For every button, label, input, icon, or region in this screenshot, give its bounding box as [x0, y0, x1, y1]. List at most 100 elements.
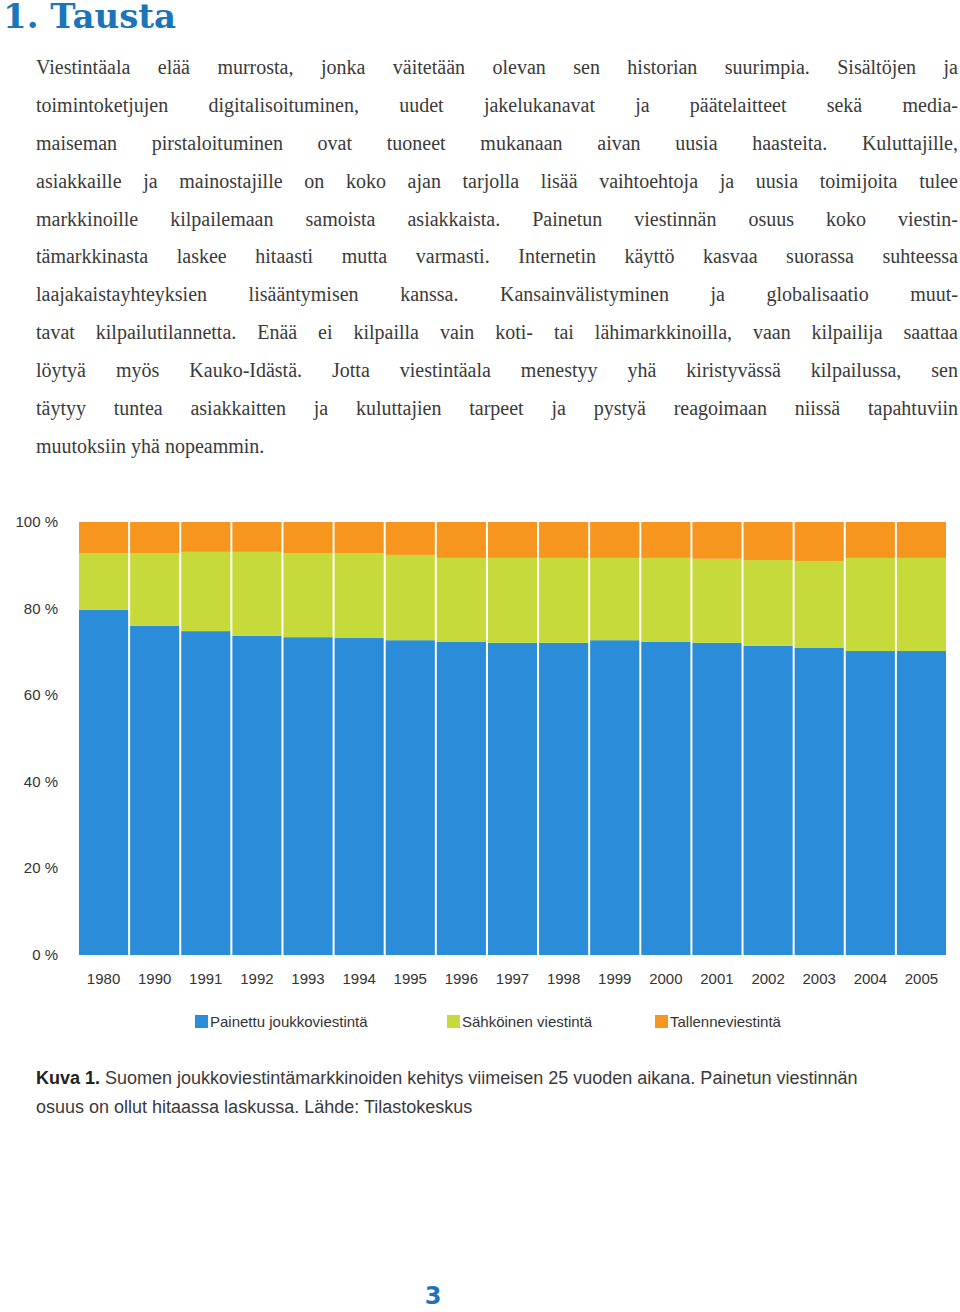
paragraph-line: Viestintäala elää murrosta, jonka väitet…	[36, 49, 958, 87]
bar-segment	[539, 643, 588, 955]
bar-segment	[692, 643, 741, 955]
bar-segment	[744, 522, 793, 560]
page-number: 3	[0, 1282, 866, 1310]
bar-segment	[181, 631, 230, 955]
legend-label: Sähköinen viestintä	[462, 1013, 593, 1030]
x-tick-label: 2002	[751, 970, 784, 987]
x-tick-label: 2005	[905, 970, 938, 987]
bar-segment	[181, 522, 230, 552]
bar-segment	[641, 522, 690, 558]
bar-segment	[79, 610, 128, 955]
x-tick-label: 1991	[189, 970, 222, 987]
bar-segment	[590, 522, 639, 558]
bar-segment	[488, 522, 537, 558]
bar-segment	[232, 522, 281, 552]
legend-swatch	[447, 1015, 460, 1028]
bar-segment	[386, 640, 435, 955]
x-tick-label: 1993	[291, 970, 324, 987]
bar-segment	[437, 558, 486, 642]
paragraph-line: toimintoketjujen digitalisoituminen, uud…	[36, 87, 958, 125]
bar-segment	[386, 522, 435, 555]
bar-segment	[335, 553, 384, 638]
bar-segment	[488, 558, 537, 643]
caption-label: Kuva 1.	[36, 1068, 100, 1088]
bar-segment	[386, 555, 435, 640]
y-tick-label: 80 %	[24, 600, 58, 617]
bar-segment	[641, 642, 690, 955]
paragraph-line: markkinoille kilpailemaan samoista asiak…	[36, 201, 958, 239]
bar-segment	[130, 626, 179, 955]
paragraph-line: maiseman pirstaloituminen ovat tuoneet m…	[36, 125, 958, 163]
x-tick-label: 2004	[854, 970, 887, 987]
bar-segment	[590, 640, 639, 955]
bar-segment	[232, 552, 281, 636]
bar-segment	[846, 522, 895, 558]
caption-line: Kuva 1. Suomen joukkoviestintämarkkinoid…	[36, 1064, 956, 1093]
bar-segment	[590, 558, 639, 640]
y-tick-label: 40 %	[24, 773, 58, 790]
bar-segment	[130, 522, 179, 553]
bar-segment	[897, 522, 946, 558]
bar-segment	[181, 552, 230, 631]
x-tick-label: 1999	[598, 970, 631, 987]
bar-segment	[641, 558, 690, 642]
caption-text: Suomen joukkoviestintämarkkinoiden kehit…	[105, 1068, 857, 1088]
y-tick-label: 20 %	[24, 859, 58, 876]
caption: Kuva 1. Suomen joukkoviestintämarkkinoid…	[36, 1064, 956, 1122]
caption-text: osuus on ollut hitaassa laskussa. Lähde:…	[36, 1097, 472, 1117]
bar-segment	[539, 558, 588, 643]
x-tick-label: 2003	[803, 970, 836, 987]
bar-segment	[335, 522, 384, 553]
legend-swatch	[655, 1015, 668, 1028]
bar-segment	[795, 561, 844, 648]
heading: 1. Tausta	[3, 0, 176, 36]
bar-segment	[692, 522, 741, 559]
x-tick-label: 2001	[700, 970, 733, 987]
legend-label: Painettu joukkoviestintä	[210, 1013, 368, 1030]
y-tick-label: 100 %	[15, 513, 58, 530]
bar-segment	[897, 651, 946, 955]
x-tick-label: 2000	[649, 970, 682, 987]
bar-segment	[232, 636, 281, 955]
x-tick-label: 1998	[547, 970, 580, 987]
caption-line: osuus on ollut hitaassa laskussa. Lähde:…	[36, 1093, 956, 1122]
paragraph-line: löytyä myös Kauko-Idästä. Jotta viestint…	[36, 352, 958, 390]
paragraph-line: laajakaistayhteyksien lisääntymisen kans…	[36, 276, 958, 314]
bar-segment	[846, 651, 895, 955]
bars	[79, 522, 946, 955]
paragraph-line: täytyy tuntea asiakkaitten ja kuluttajie…	[36, 390, 958, 428]
paragraph-line: tämarkkinasta laskee hitaasti mutta varm…	[36, 238, 958, 276]
bar-segment	[283, 522, 332, 553]
x-tick-label: 1990	[138, 970, 171, 987]
bar-segment	[795, 522, 844, 561]
bar-segment	[897, 558, 946, 651]
x-tick-label: 1995	[394, 970, 427, 987]
bar-segment	[488, 643, 537, 955]
paragraph-line: asiakkaille ja mainostajille on koko aja…	[36, 163, 958, 201]
bar-segment	[437, 522, 486, 558]
bar-segment	[846, 558, 895, 651]
bar-segment	[283, 553, 332, 637]
bar-segment	[539, 522, 588, 558]
x-tick-label: 1980	[87, 970, 120, 987]
legend-swatch	[195, 1015, 208, 1028]
paragraph-line: tavat kilpailutilannetta. Enää ei kilpai…	[36, 314, 958, 352]
bar-segment	[437, 642, 486, 955]
bar-segment	[795, 648, 844, 955]
x-tick-label: 1996	[445, 970, 478, 987]
bar-segment	[335, 638, 384, 955]
paragraph: Viestintäala elää murrosta, jonka väitet…	[36, 49, 958, 466]
paragraph-line: muutoksiin yhä nopeammin.	[36, 428, 958, 466]
x-tick-label: 1994	[342, 970, 375, 987]
bar-segment	[744, 560, 793, 646]
bar-segment	[130, 553, 179, 626]
bar-segment	[283, 637, 332, 955]
x-tick-label: 1992	[240, 970, 273, 987]
legend-label: Tallenneviestintä	[670, 1013, 782, 1030]
bar-segment	[692, 559, 741, 643]
bar-segment	[79, 522, 128, 553]
y-tick-label: 60 %	[24, 686, 58, 703]
x-tick-label: 1997	[496, 970, 529, 987]
bar-segment	[744, 646, 793, 955]
y-tick-label: 0 %	[32, 946, 58, 963]
